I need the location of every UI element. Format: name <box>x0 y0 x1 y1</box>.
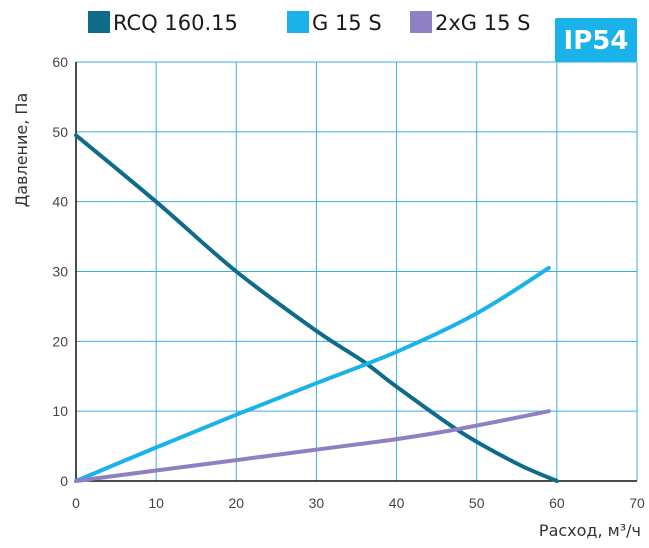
series-line-3 <box>74 409 551 483</box>
x-tick-label: 30 <box>309 495 325 511</box>
x-tick-label: 40 <box>389 495 405 511</box>
x-axis-title: Расход, м³/ч <box>539 521 641 540</box>
series-line-1 <box>74 133 559 483</box>
y-tick-label: 0 <box>60 473 68 489</box>
y-tick-label: 30 <box>52 264 68 280</box>
x-tick-label: 50 <box>469 495 485 511</box>
y-axis-title: Давление, Па <box>12 93 31 208</box>
legend-label-2: G 15 S <box>312 11 382 35</box>
y-tick-label: 60 <box>52 54 68 70</box>
ip-badge: IP54 <box>555 18 637 62</box>
y-tick-label: 10 <box>52 403 68 419</box>
x-tick-label: 20 <box>228 495 244 511</box>
legend: RCQ 160.15 G 15 S 2xG 15 S <box>88 11 530 35</box>
axes: 0 10 20 30 40 50 60 70 0 10 20 30 40 50 60 <box>52 54 645 511</box>
ip-badge-background <box>555 18 637 62</box>
legend-swatch-2 <box>287 11 309 33</box>
grid <box>76 61 638 481</box>
x-tick-label: 0 <box>72 495 80 511</box>
x-tick-label: 70 <box>629 495 645 511</box>
y-tick-label: 20 <box>52 333 68 349</box>
legend-swatch-3 <box>410 11 432 33</box>
legend-swatch-1 <box>88 11 110 33</box>
legend-label-1: RCQ 160.15 <box>113 11 238 35</box>
series-group <box>74 133 559 483</box>
legend-label-3: 2xG 15 S <box>435 11 530 35</box>
y-tick-label: 50 <box>52 124 68 140</box>
x-tick-label: 60 <box>549 495 565 511</box>
x-tick-label: 10 <box>148 495 164 511</box>
series-line-2 <box>74 266 551 483</box>
y-tick-label: 40 <box>52 194 68 210</box>
ip-badge-label: IP54 <box>564 26 629 56</box>
